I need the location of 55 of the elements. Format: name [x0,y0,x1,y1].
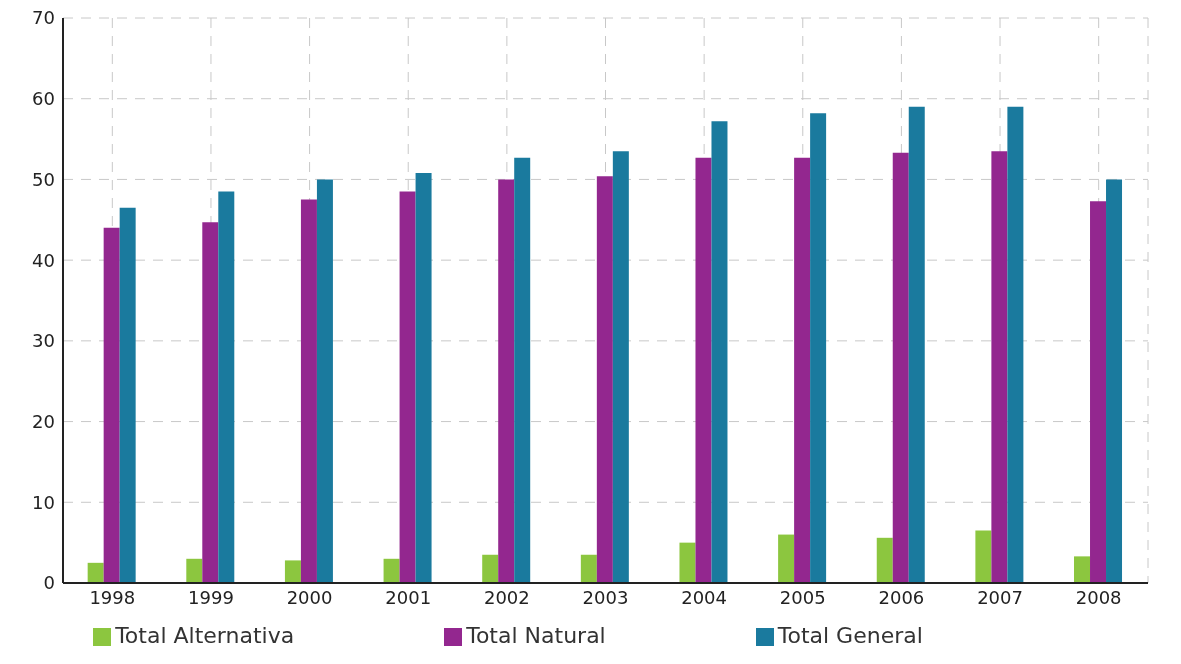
bar [580,554,597,583]
bar [596,176,613,583]
bar [711,121,728,583]
x-tick-label: 2002 [483,586,530,608]
x-tick-label: 2008 [1075,586,1122,608]
y-tick-label: 0 [43,572,55,594]
bar [991,151,1008,583]
legend-label: Total Natural [466,623,606,648]
bar [87,562,104,583]
bar [218,191,235,583]
bar [316,179,333,583]
bar [1106,179,1123,583]
bar [284,560,301,583]
bar [695,157,712,583]
bar [794,157,811,583]
y-tick-label: 20 [32,410,55,432]
bar [202,222,219,583]
bar [498,179,515,583]
bar [103,227,120,583]
y-tick-label: 10 [32,491,55,513]
bar [1090,201,1107,583]
bar [186,558,203,583]
bar [482,554,499,583]
y-tick-label: 70 [32,7,55,29]
bar [975,530,992,583]
bar [399,191,416,583]
bar [876,537,893,583]
x-tick-label: 2001 [385,586,432,608]
bar [1074,556,1091,583]
bar [300,199,317,583]
x-tick-label: 2006 [878,586,925,608]
legend-label: Total Alternativa [115,623,295,648]
bar [612,151,629,583]
bar [908,106,925,583]
y-tick-label: 40 [32,249,55,271]
bar [415,172,432,583]
bar [892,152,909,583]
x-tick-label: 2000 [286,586,333,608]
bar [679,542,696,583]
y-tick-label: 60 [32,88,55,110]
bar [1007,106,1024,583]
bar [119,207,136,583]
x-tick-label: 1998 [89,586,136,608]
y-tick-label: 30 [32,330,55,352]
x-tick-label: 2003 [582,586,629,608]
bar [383,558,400,583]
y-tick-label: 50 [32,168,55,190]
x-tick-label: 2007 [977,586,1023,608]
x-tick-label: 2005 [779,586,826,608]
x-tick-label: 1999 [188,586,234,608]
bar [810,113,827,583]
x-tick-label: 2004 [681,586,728,608]
legend-label: Total General [777,623,923,648]
bar [778,534,795,583]
bar [514,157,531,583]
